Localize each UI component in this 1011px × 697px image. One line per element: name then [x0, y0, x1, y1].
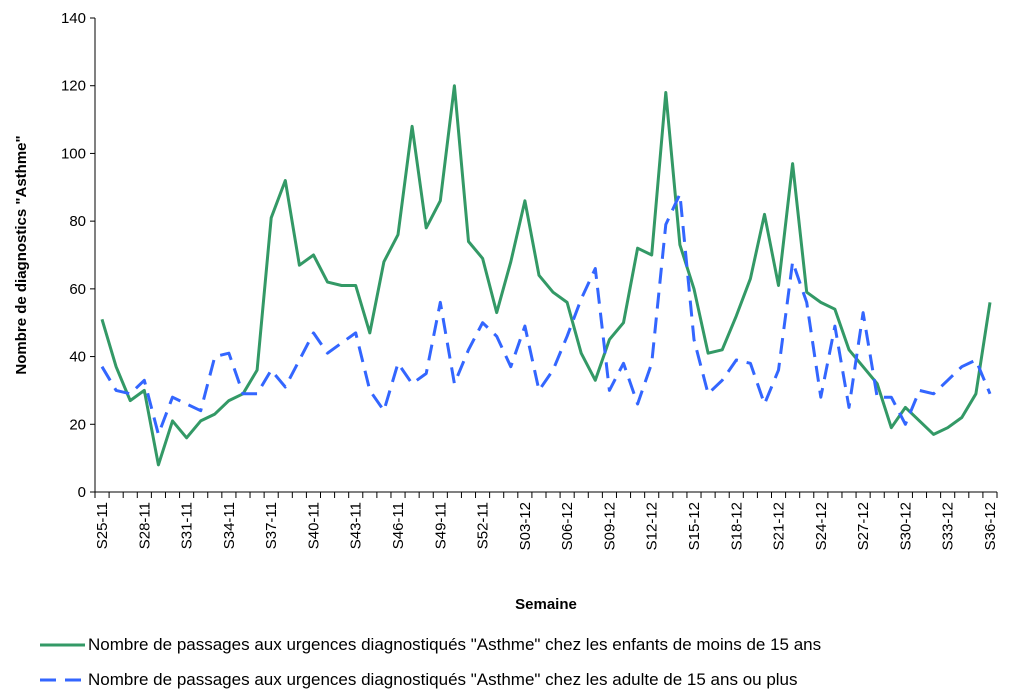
series-line: [100, 192, 992, 436]
x-tick-label: S36-12: [982, 502, 999, 550]
x-tick-label: S40-11: [305, 502, 322, 549]
y-tick-label: 40: [69, 349, 86, 366]
x-tick-label: S21-12: [771, 502, 788, 550]
x-tick-label: S12-12: [644, 502, 661, 550]
x-tick-label: S34-11: [221, 502, 238, 549]
x-tick-label: S33-12: [940, 502, 957, 550]
x-tick-label: S27-12: [855, 502, 872, 550]
x-tick-label: S15-12: [686, 502, 703, 550]
y-tick-label: 140: [61, 10, 86, 27]
x-tick-label: S25-11: [94, 502, 111, 549]
x-tick-label: S43-11: [348, 502, 365, 549]
y-tick-label: 80: [69, 213, 86, 230]
x-tick-label: S30-12: [897, 502, 914, 550]
legend-label: Nombre de passages aux urgences diagnost…: [88, 635, 821, 654]
x-tick-label: S31-11: [179, 502, 196, 549]
y-tick-label: 20: [69, 416, 86, 433]
x-tick-label: S52-11: [475, 502, 492, 549]
legend-label: Nombre de passages aux urgences diagnost…: [88, 670, 798, 689]
series-line: [100, 84, 992, 467]
x-tick-label: S49-11: [432, 502, 449, 549]
x-tick-label: S06-12: [559, 502, 576, 550]
x-tick-label: S09-12: [601, 502, 618, 550]
x-tick-label: S28-11: [136, 502, 153, 549]
x-tick-label: S03-12: [517, 502, 534, 550]
x-tick-label: S18-12: [728, 502, 745, 550]
y-tick-label: 100: [61, 145, 86, 162]
y-axis-title: Nombre de diagnostics "Asthme": [13, 135, 30, 374]
y-tick-label: 0: [78, 484, 86, 501]
x-tick-label: S46-11: [390, 502, 407, 549]
y-tick-label: 120: [61, 78, 86, 95]
y-tick-label: 60: [69, 281, 86, 298]
x-axis-title: Semaine: [515, 596, 577, 613]
x-tick-label: S37-11: [263, 502, 280, 549]
x-tick-label: S24-12: [813, 502, 830, 550]
